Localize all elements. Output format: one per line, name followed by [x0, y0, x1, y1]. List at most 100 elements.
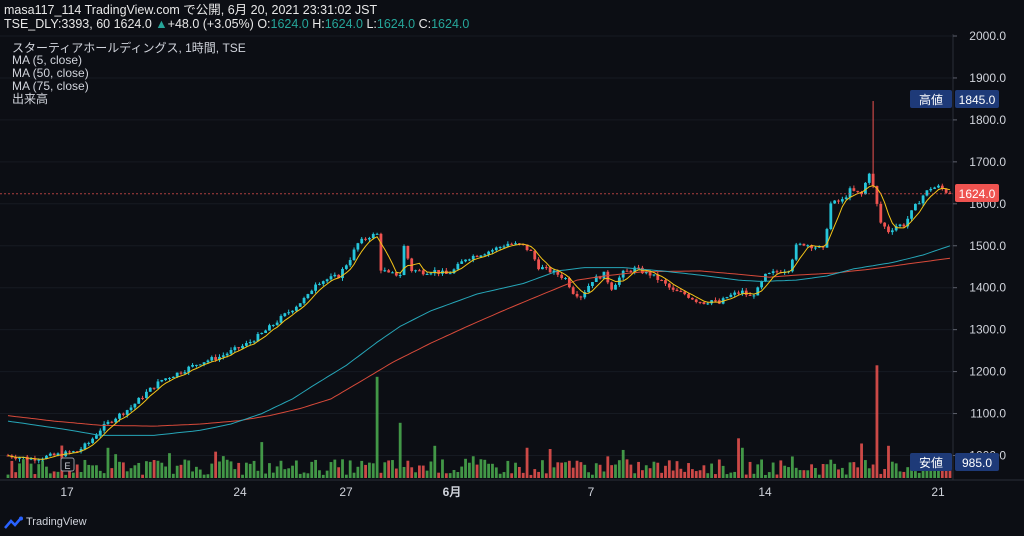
candle-body	[137, 397, 141, 404]
volume-bar	[271, 472, 275, 478]
change-arrow: ▲	[155, 17, 168, 31]
volume-bar	[533, 469, 537, 478]
candle-body	[191, 364, 194, 367]
low-tag-label: 安値	[919, 455, 943, 470]
volume-bar	[483, 459, 487, 478]
volume-bar	[156, 460, 160, 478]
volume-bar	[264, 473, 268, 478]
volume-bar	[114, 454, 118, 478]
candle-body	[533, 250, 537, 260]
time-tick-7: 7	[588, 485, 595, 499]
time-axis[interactable]: 17 24 27 6月 7 14 21	[60, 485, 945, 499]
candle-body	[683, 291, 687, 295]
candle-body	[937, 185, 940, 188]
candle-body	[844, 197, 848, 200]
volume-bar	[764, 474, 767, 478]
volume-bar	[525, 447, 529, 478]
volume-bar	[675, 461, 679, 478]
volume-bar	[414, 472, 417, 478]
volume-bar	[168, 453, 171, 478]
volume-bar	[175, 465, 179, 478]
volume-bar	[329, 462, 333, 478]
candle-body	[391, 272, 394, 274]
volume-bar	[714, 474, 717, 478]
legend-symbol: スターティアホールディングス, 1時間, TSE	[12, 40, 246, 55]
candle-body	[206, 360, 210, 363]
candle-body	[871, 173, 875, 186]
candle-body	[244, 343, 248, 346]
candle-body	[37, 459, 41, 461]
volume-bar	[310, 461, 314, 478]
volume-bar	[294, 460, 298, 478]
candle-body	[302, 298, 306, 304]
volume-bar	[171, 473, 175, 478]
candle-body	[429, 273, 433, 275]
candle-body	[660, 279, 664, 281]
volume-bar	[52, 471, 56, 478]
volume-bar	[444, 473, 448, 478]
volume-bar	[779, 460, 783, 478]
chart-background	[0, 34, 1024, 508]
volume-bar	[437, 472, 441, 478]
volume-bar	[87, 464, 91, 478]
candle-body	[75, 451, 79, 453]
footer: TradingView	[0, 508, 1024, 536]
candle-body	[114, 418, 118, 423]
candle-body	[348, 260, 352, 266]
candle-body	[214, 357, 218, 360]
candle-body	[675, 289, 679, 292]
volume-bar	[187, 460, 191, 478]
candle-body	[452, 269, 456, 274]
volume-bar	[940, 468, 944, 478]
volume-bar	[591, 474, 594, 478]
volume-bar	[191, 471, 194, 478]
candle-body	[614, 284, 617, 290]
time-tick-27: 27	[339, 485, 353, 499]
volume-bar	[248, 463, 252, 478]
time-tick-june: 6月	[443, 485, 462, 499]
volume-bar	[333, 459, 337, 478]
candle-body	[902, 224, 906, 227]
volume-bar	[783, 465, 787, 478]
candle-body	[260, 332, 264, 334]
candle-body	[433, 270, 437, 274]
legend-ma50: MA (50, close)	[12, 66, 89, 80]
earnings-marker[interactable]: E	[60, 457, 75, 472]
volume-bar	[210, 463, 214, 478]
low-value-bg	[955, 453, 999, 471]
volume-bar	[21, 459, 25, 478]
symbol-summary: TSE_DLY:3393, 60 1624.0	[4, 17, 152, 31]
candle-body	[229, 350, 233, 354]
candle-body	[91, 438, 94, 443]
candle-body	[333, 274, 337, 277]
volume-bar	[867, 468, 871, 478]
candle-body	[625, 270, 629, 272]
candle-body	[48, 453, 52, 456]
volume-bar	[464, 458, 467, 478]
candle-body	[121, 413, 125, 415]
candle-body	[491, 250, 494, 252]
candle-body	[298, 303, 302, 307]
volume-bar	[571, 467, 575, 478]
candle-body	[790, 259, 794, 272]
candle-body	[714, 300, 717, 302]
volume-bar	[775, 474, 779, 478]
volume-bar	[825, 464, 829, 478]
price-tick-label: 1900.0	[969, 71, 1006, 85]
volume-bar	[244, 462, 248, 478]
candle-body	[294, 306, 298, 311]
volume-bar	[948, 469, 952, 478]
last-price-tag: 1624.0	[955, 184, 999, 202]
candle-body	[502, 246, 506, 248]
volume-bar	[387, 460, 391, 478]
price-axis[interactable]	[953, 34, 1024, 480]
candle-body	[556, 270, 560, 275]
volume-bar	[583, 464, 587, 478]
volume-bar	[529, 474, 533, 478]
volume-bar	[91, 465, 94, 478]
time-tick-24: 24	[233, 485, 247, 499]
candle-body	[183, 372, 187, 374]
volume-bar	[356, 466, 360, 478]
volume-bar	[606, 456, 610, 478]
